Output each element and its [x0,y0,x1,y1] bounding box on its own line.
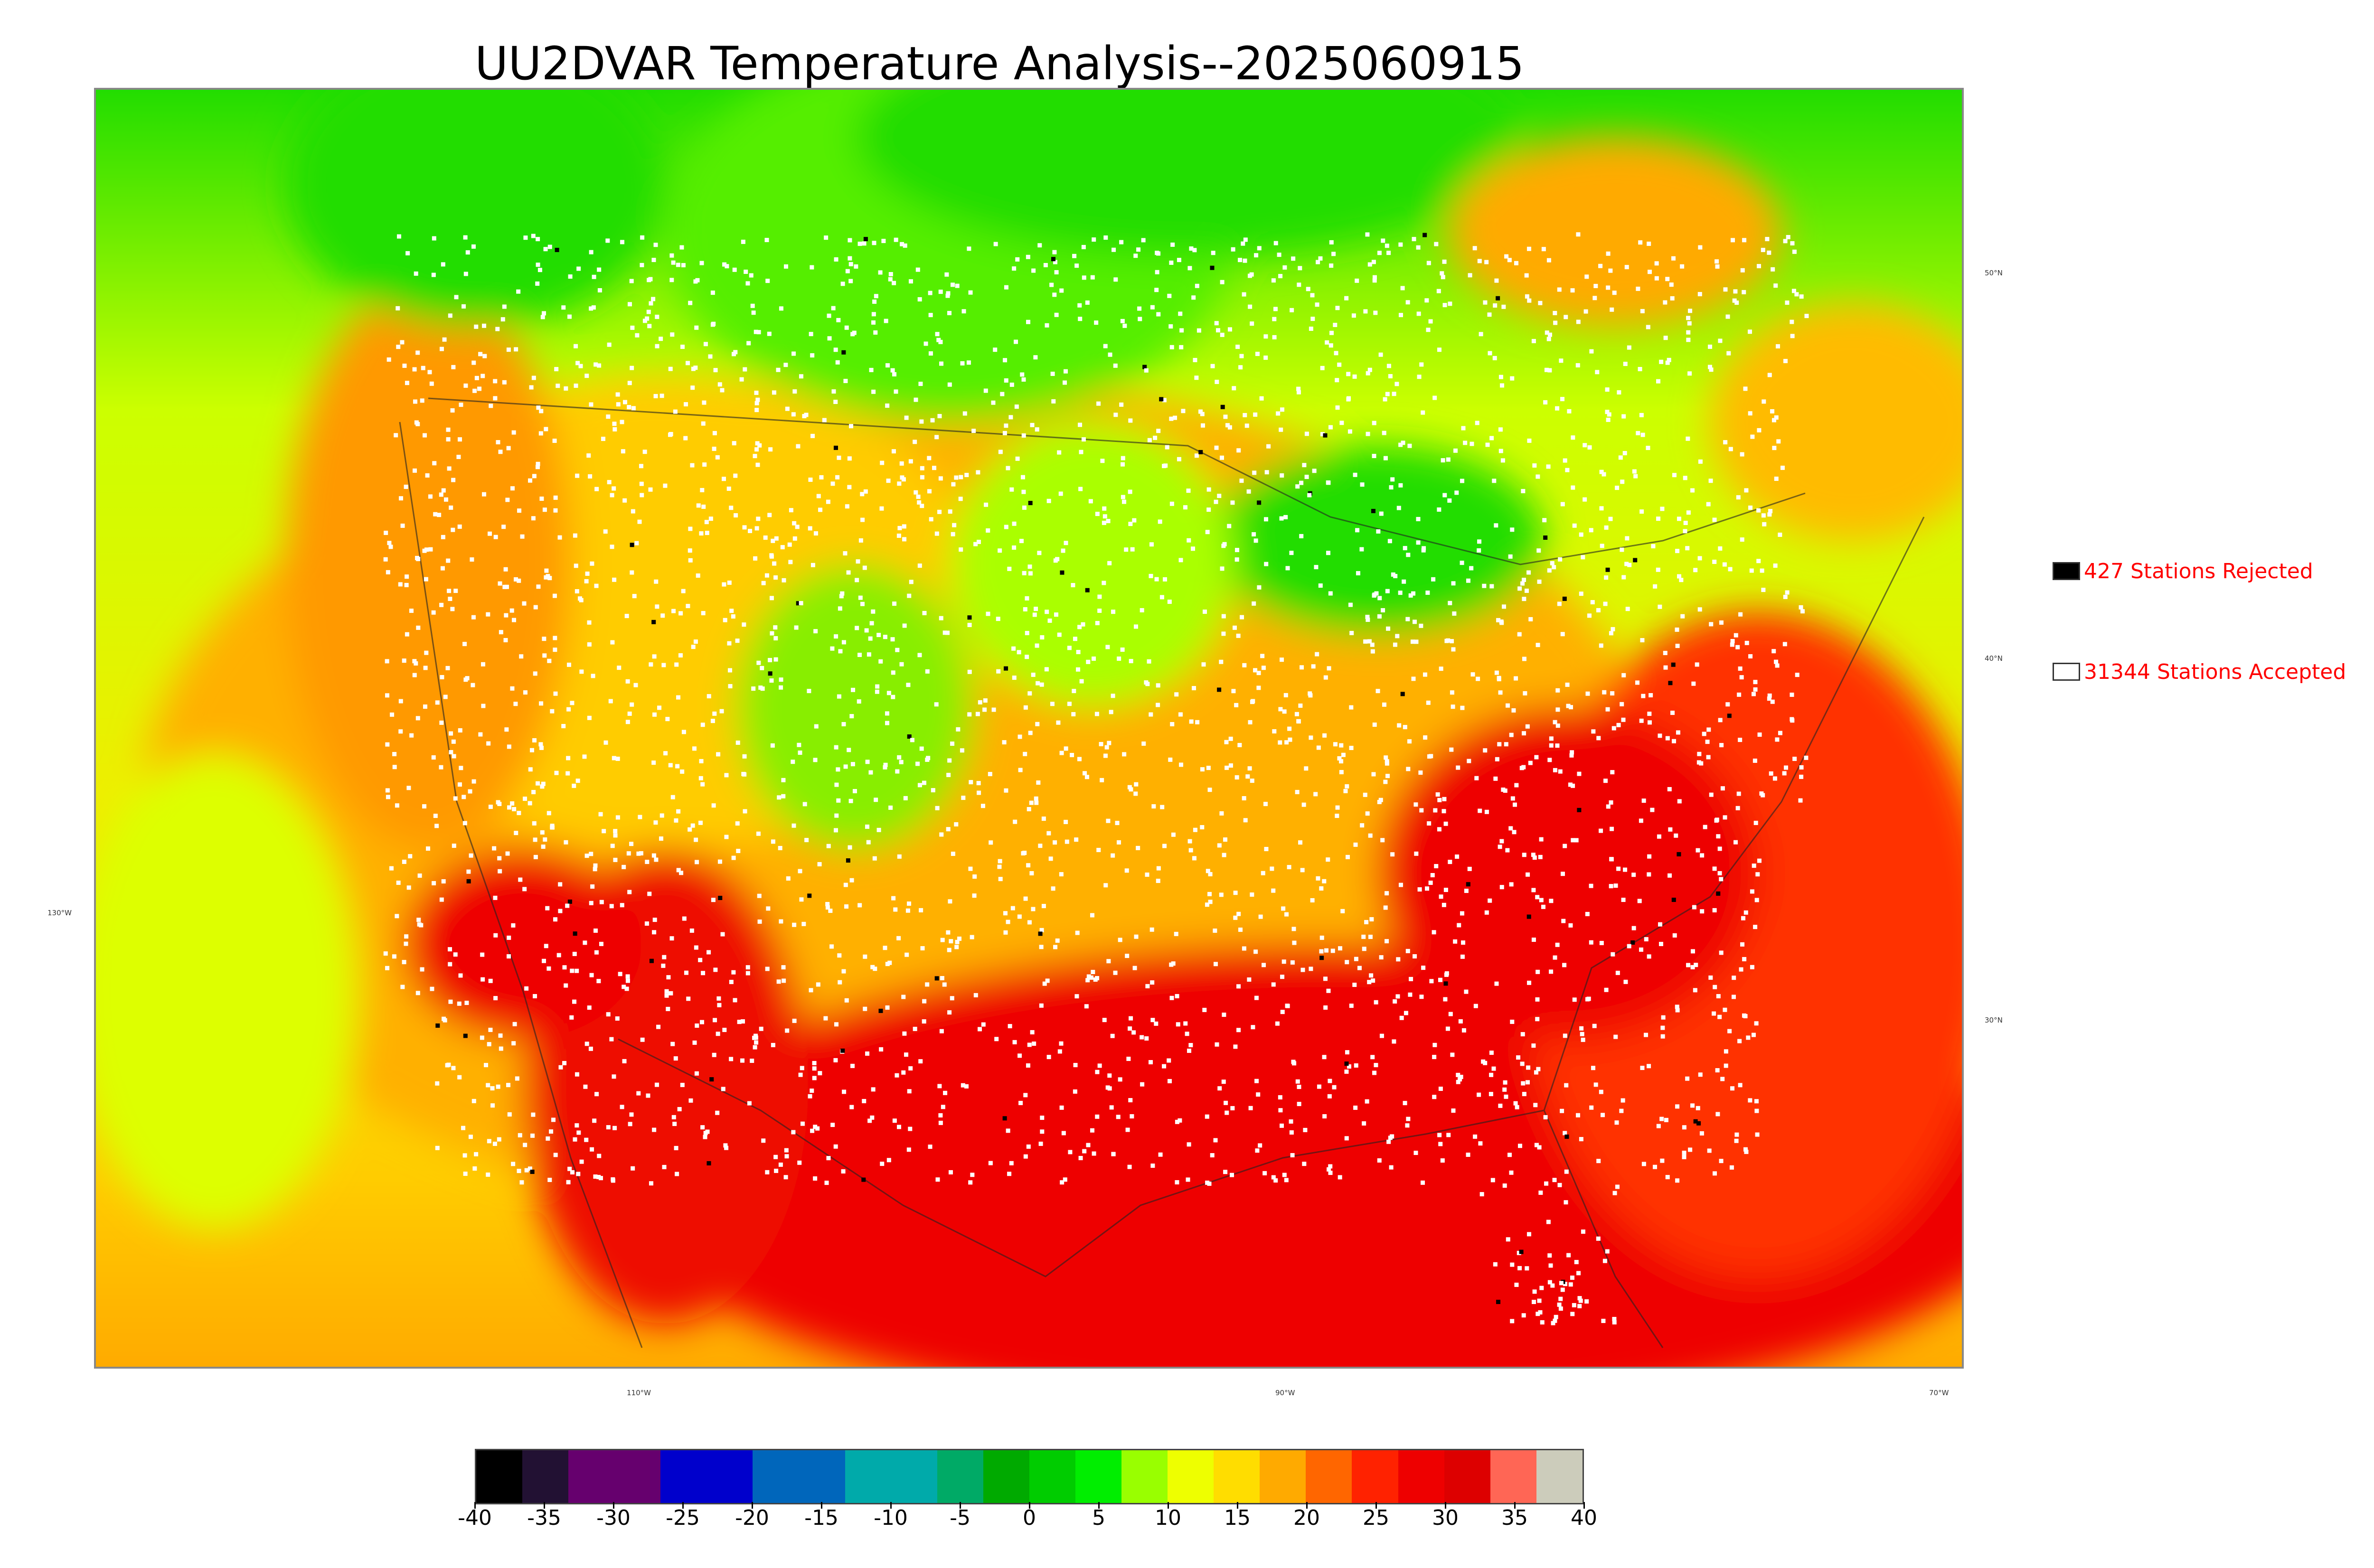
colorbar-tick-label: -25 [666,1506,700,1530]
legend-rejected: 427 Stations Rejected [2053,559,2313,583]
colorbar-segment [799,1450,845,1503]
colorbar-segment [660,1450,707,1503]
colorbar-segment [707,1450,753,1503]
colorbar-tick [960,1502,961,1509]
colorbar-segment [1029,1450,1076,1503]
colorbar-segment [1075,1450,1122,1503]
colorbar-tick [1237,1502,1238,1509]
colorbar-tick-label: -30 [596,1506,631,1530]
colorbar-tick [544,1502,545,1509]
colorbar-segment [1306,1450,1352,1503]
colorbar-tick-label: 0 [1023,1506,1036,1530]
lon-label-70w: 70°W [1929,1389,1949,1397]
temperature-map [94,88,1964,1369]
colorbar-tick [752,1502,753,1509]
colorbar-segment [1490,1450,1536,1503]
temperature-field [96,90,1962,1367]
colorbar-tick-label: 5 [1092,1506,1105,1530]
accepted-label: 31344 Stations Accepted [2084,659,2346,684]
colorbar-tick-label: -5 [950,1506,970,1530]
rejected-label: 427 Stations Rejected [2084,559,2313,583]
colorbar-tick [613,1502,614,1509]
colorbar-tick-label: 35 [1501,1506,1528,1530]
colorbar-tick [1168,1502,1169,1509]
lat-label-50n: 50°N [1985,269,2003,277]
lon-label-90w: 90°W [1275,1389,1295,1397]
station-markers [383,232,1809,1325]
colorbar-segment [1536,1450,1583,1503]
colorbar-segment [522,1450,569,1503]
colorbar-tick [682,1502,684,1509]
rejected-swatch [2053,562,2080,580]
lat-label-40n: 40°N [1985,654,2003,663]
colorbar-tick [1098,1502,1100,1509]
legend-accepted: 31344 Stations Accepted [2053,660,2346,684]
lon-label-110w: 110°W [627,1389,651,1397]
colorbar-segment [1121,1450,1168,1503]
lon-label-130w: 130°W [47,909,72,917]
colorbar-segment [1444,1450,1490,1503]
colorbar-tick [1583,1502,1585,1509]
colorbar-segment [614,1450,661,1503]
colorbar-segment [1214,1450,1260,1503]
colorbar-tick [1445,1502,1446,1509]
colorbar-tick-label: 40 [1571,1506,1597,1530]
colorbar-tick-label: 10 [1155,1506,1181,1530]
map-title: UU2DVAR Temperature Analysis--2025060915 [475,37,1525,90]
colorbar-tick [474,1502,476,1509]
colorbar-tick [1029,1502,1030,1509]
colorbar-segment [937,1450,983,1503]
colorbar-segment [1168,1450,1214,1503]
colorbar-tick [890,1502,892,1509]
colorbar-segment [983,1450,1029,1503]
colorbar-tick-label: 15 [1224,1506,1251,1530]
colorbar-segment [753,1450,799,1503]
colorbar-segment [845,1450,891,1503]
colorbar-segment [568,1450,615,1503]
colorbar-tick-label: -10 [874,1506,908,1530]
colorbar-tick-label: 25 [1363,1506,1389,1530]
colorbar-segment [1398,1450,1444,1503]
colorbar-tick-label: -35 [527,1506,561,1530]
colorbar-tick-label: -40 [458,1506,492,1530]
colorbar-segment [476,1450,523,1503]
colorbar-tick [1306,1502,1308,1509]
colorbar-segment [1352,1450,1398,1503]
accepted-swatch [2053,663,2080,681]
colorbar [475,1449,1584,1504]
colorbar-tick [1514,1502,1516,1509]
colorbar-tick [821,1502,822,1509]
colorbar-tick-label: -20 [735,1506,769,1530]
colorbar-segment [1260,1450,1306,1503]
colorbar-tick-label: -15 [804,1506,838,1530]
colorbar-segment [891,1450,937,1503]
lat-label-30n: 30°N [1985,1016,2003,1024]
colorbar-tick [1375,1502,1377,1509]
colorbar-tick-label: 30 [1432,1506,1459,1530]
colorbar-tick-label: 20 [1293,1506,1320,1530]
